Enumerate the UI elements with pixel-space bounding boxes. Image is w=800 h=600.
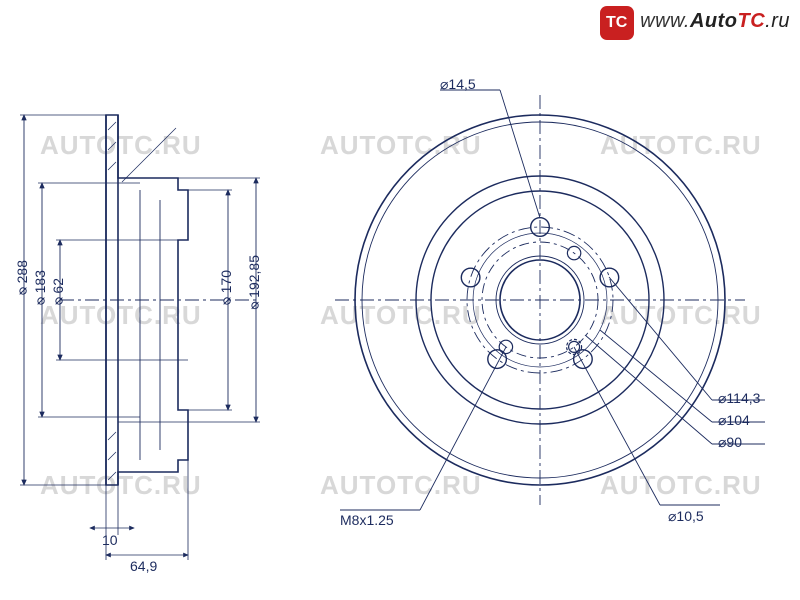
dim-d170: ⌀170 (218, 270, 234, 309)
dim-t10: 10 (102, 532, 118, 548)
dim-d105: ⌀10,5 (668, 508, 704, 525)
side-view (20, 115, 260, 560)
dim-w649: 64,9 (130, 558, 157, 574)
dim-d62: ⌀62 (50, 278, 66, 310)
dim-d1143: ⌀114,3 (718, 390, 760, 407)
dim-d145: ⌀14,5 (440, 76, 476, 93)
dim-d104: ⌀104 (718, 412, 750, 429)
dim-d19285: ⌀192,85 (246, 255, 262, 314)
dim-thread: M8x1.25 (340, 512, 394, 528)
front-view (335, 90, 765, 510)
dim-d183: ⌀183 (32, 270, 48, 309)
dim-d90: ⌀90 (718, 434, 742, 451)
dim-d288: ⌀288 (14, 260, 30, 299)
